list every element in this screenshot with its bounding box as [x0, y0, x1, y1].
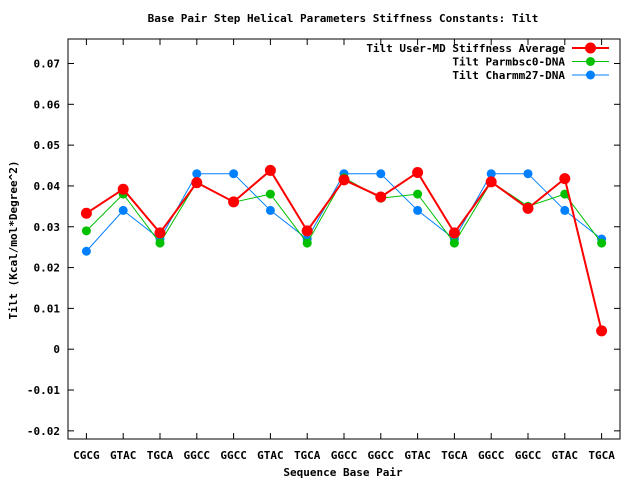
legend-entry-3: Tilt Charmm27-DNA	[452, 69, 609, 82]
series-1	[80, 164, 608, 337]
data-point	[560, 205, 570, 215]
data-point	[375, 191, 387, 203]
x-tick-label: TGCA	[441, 449, 468, 462]
x-tick-label: GTAC	[404, 449, 431, 462]
legend-marker	[585, 42, 596, 54]
x-tick-label: GGCC	[515, 449, 542, 462]
data-point	[265, 189, 275, 199]
legend-entry-1: Tilt User-MD Stiffness Average	[366, 42, 609, 55]
x-tick-label: GGCC	[478, 449, 505, 462]
x-tick-label: GTAC	[257, 449, 284, 462]
legend-marker	[586, 70, 595, 80]
data-point	[80, 207, 92, 219]
y-tick-label: 0.01	[34, 302, 61, 315]
x-tick-label: TGCA	[294, 449, 321, 462]
data-point	[448, 227, 460, 239]
x-tick-label: GTAC	[552, 449, 579, 462]
y-axis-label: Tilt (Kcal/mol*Degree^2)	[7, 161, 20, 320]
y-tick-label: 0.05	[34, 139, 61, 152]
data-point	[413, 205, 423, 215]
x-tick-label: CGCG	[73, 449, 100, 462]
data-point	[449, 238, 459, 248]
series-line	[85, 168, 603, 332]
data-point	[302, 238, 312, 248]
data-point	[596, 325, 608, 337]
x-tick-label: GGCC	[184, 449, 211, 462]
x-tick-label: GGCC	[368, 449, 395, 462]
data-point	[597, 238, 607, 248]
y-axis-ticks: -0.02 -0.01 0 0.01 0.02 0.03 0.04 0.05 0.06 0.07	[27, 57, 620, 438]
data-point	[264, 164, 276, 176]
data-point	[522, 202, 534, 214]
legend-label: Tilt Parmbsc0-DNA	[452, 56, 565, 69]
data-point	[485, 176, 497, 188]
chart-title: Base Pair Step Helical Parameters Stiffn…	[148, 12, 539, 25]
y-tick-label: -0.01	[27, 384, 60, 397]
legend-entry-2: Tilt Parmbsc0-DNA	[452, 56, 609, 69]
y-tick-label: 0.07	[34, 57, 61, 70]
data-point	[559, 173, 571, 185]
data-point	[228, 196, 240, 208]
plot-area-border	[67, 38, 621, 440]
data-point	[192, 169, 202, 179]
data-point	[118, 205, 128, 215]
data-point	[191, 177, 203, 189]
data-point	[301, 225, 313, 237]
data-point	[486, 169, 496, 179]
x-tick-label: GTAC	[110, 449, 137, 462]
y-tick-label: 0.06	[34, 98, 61, 111]
data-point	[229, 169, 239, 179]
x-tick-label: TGCA	[588, 449, 615, 462]
y-tick-label: 0	[53, 343, 60, 356]
data-point	[523, 169, 533, 179]
y-tick-label: 0.04	[34, 180, 61, 193]
data-point	[413, 189, 423, 199]
y-tick-label: 0.02	[34, 262, 61, 275]
data-point	[81, 226, 91, 236]
x-tick-label: GGCC	[220, 449, 247, 462]
legend-marker	[586, 57, 595, 66]
data-point	[265, 205, 275, 215]
legend-label: Tilt User-MD Stiffness Average	[366, 42, 565, 55]
x-tick-label: TGCA	[147, 449, 174, 462]
series-layer	[80, 164, 608, 337]
data-point	[376, 169, 386, 179]
legend-label: Tilt Charmm27-DNA	[452, 69, 565, 82]
data-point	[117, 183, 129, 195]
x-axis-label: Sequence Base Pair	[283, 466, 403, 479]
data-point	[412, 166, 424, 178]
y-tick-label: -0.02	[27, 425, 60, 438]
data-point	[154, 227, 166, 239]
data-point	[81, 246, 91, 256]
y-tick-label: 0.03	[34, 221, 61, 234]
x-tick-label: GGCC	[331, 449, 358, 462]
x-axis-ticks: CGCG GTAC TGCA GGCC GGCC GTAC TGCA GGCC GGCC GTAC…	[73, 39, 615, 462]
data-point	[155, 238, 165, 248]
data-point	[338, 174, 350, 186]
